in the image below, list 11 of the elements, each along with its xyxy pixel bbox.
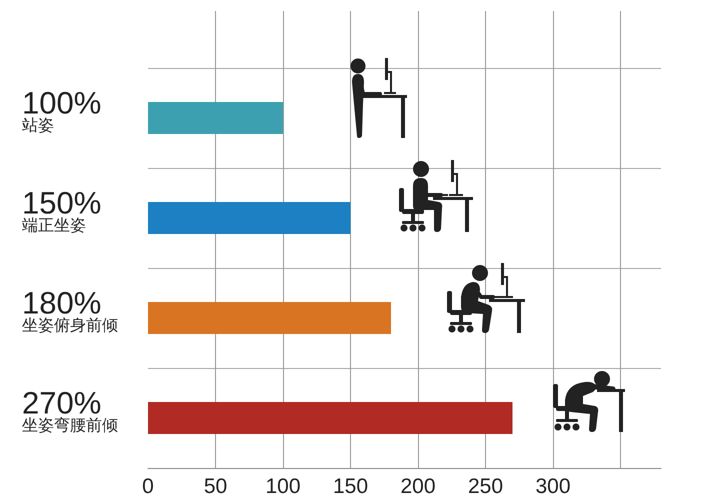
x-tick-label: 150 [332,475,368,498]
x-tick-label: 200 [400,475,436,498]
x-tick-label: 100 [265,475,301,498]
x-tick-label: 300 [535,475,571,498]
x-tick-label: 50 [204,475,228,498]
x-tick-label: 0 [142,475,154,498]
bar [148,202,350,234]
bar [148,302,391,334]
x-tick-label: 250 [468,475,504,498]
bar [148,402,512,434]
bar [148,102,283,134]
